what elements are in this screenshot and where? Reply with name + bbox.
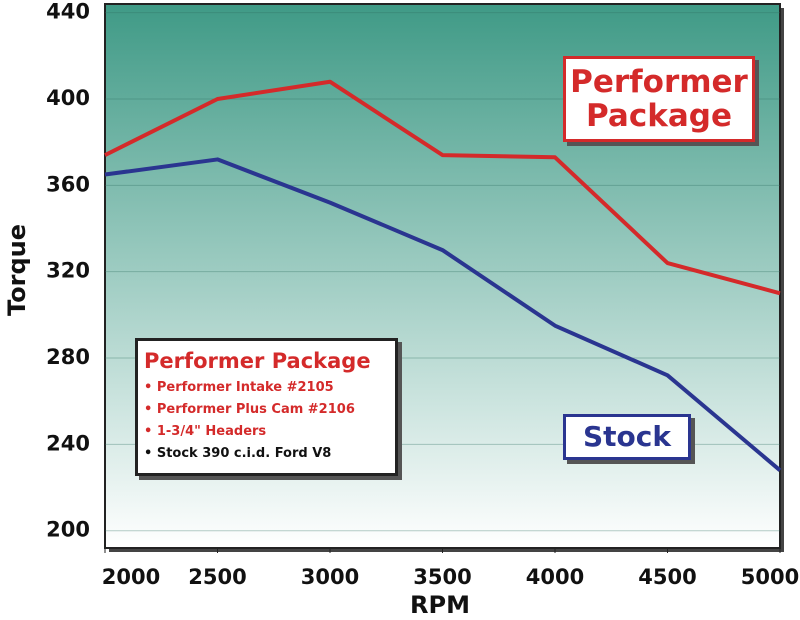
legend-item: • Stock 390 c.i.d. Ford V8 bbox=[144, 443, 389, 465]
y-tick-label: 280 bbox=[46, 345, 90, 369]
bullet: • bbox=[144, 380, 157, 395]
legend-text: Performer Plus Cam #2106 bbox=[156, 402, 355, 417]
x-axis-label: RPM bbox=[410, 591, 470, 619]
legend-item: • Performer Plus Cam #2106 bbox=[144, 399, 389, 421]
bullet: • bbox=[144, 402, 157, 417]
legend-item: • 1-3/4" Headers bbox=[144, 421, 389, 443]
bullet: • bbox=[144, 446, 157, 461]
x-tick-label: 4500 bbox=[638, 565, 696, 589]
legend-box: Performer Package • Performer Intake #21… bbox=[135, 338, 398, 476]
y-tick-label: 400 bbox=[46, 86, 90, 110]
legend-text: Stock 390 c.i.d. Ford V8 bbox=[156, 446, 332, 461]
y-tick-label: 240 bbox=[46, 431, 90, 455]
line bbox=[104, 157, 782, 472]
y-tick-label: 320 bbox=[46, 259, 90, 283]
x-tick-label: 4000 bbox=[526, 565, 584, 589]
performer-label: Performer Package bbox=[563, 56, 755, 142]
x-tick-label: 2000 bbox=[102, 565, 160, 589]
line bbox=[104, 79, 781, 296]
legend-item: • Performer Intake #2105 bbox=[144, 377, 389, 399]
stock-label: Stock bbox=[563, 414, 691, 460]
x-tick-label: 2500 bbox=[188, 565, 246, 589]
bullet: • bbox=[144, 424, 157, 439]
legend-text: 1-3/4" Headers bbox=[156, 424, 267, 439]
y-axis-label: Torque bbox=[3, 224, 31, 316]
x-tick-label: 5000 bbox=[741, 565, 799, 589]
x-tick-label: 3500 bbox=[413, 565, 471, 589]
y-tick-label: 200 bbox=[46, 518, 90, 542]
legend-text: Performer Intake #2105 bbox=[156, 380, 334, 395]
x-tick-label: 3000 bbox=[301, 565, 359, 589]
y-tick-label: 360 bbox=[46, 172, 90, 196]
y-tick-label: 440 bbox=[46, 0, 90, 24]
legend-title: Performer Package bbox=[144, 349, 371, 373]
